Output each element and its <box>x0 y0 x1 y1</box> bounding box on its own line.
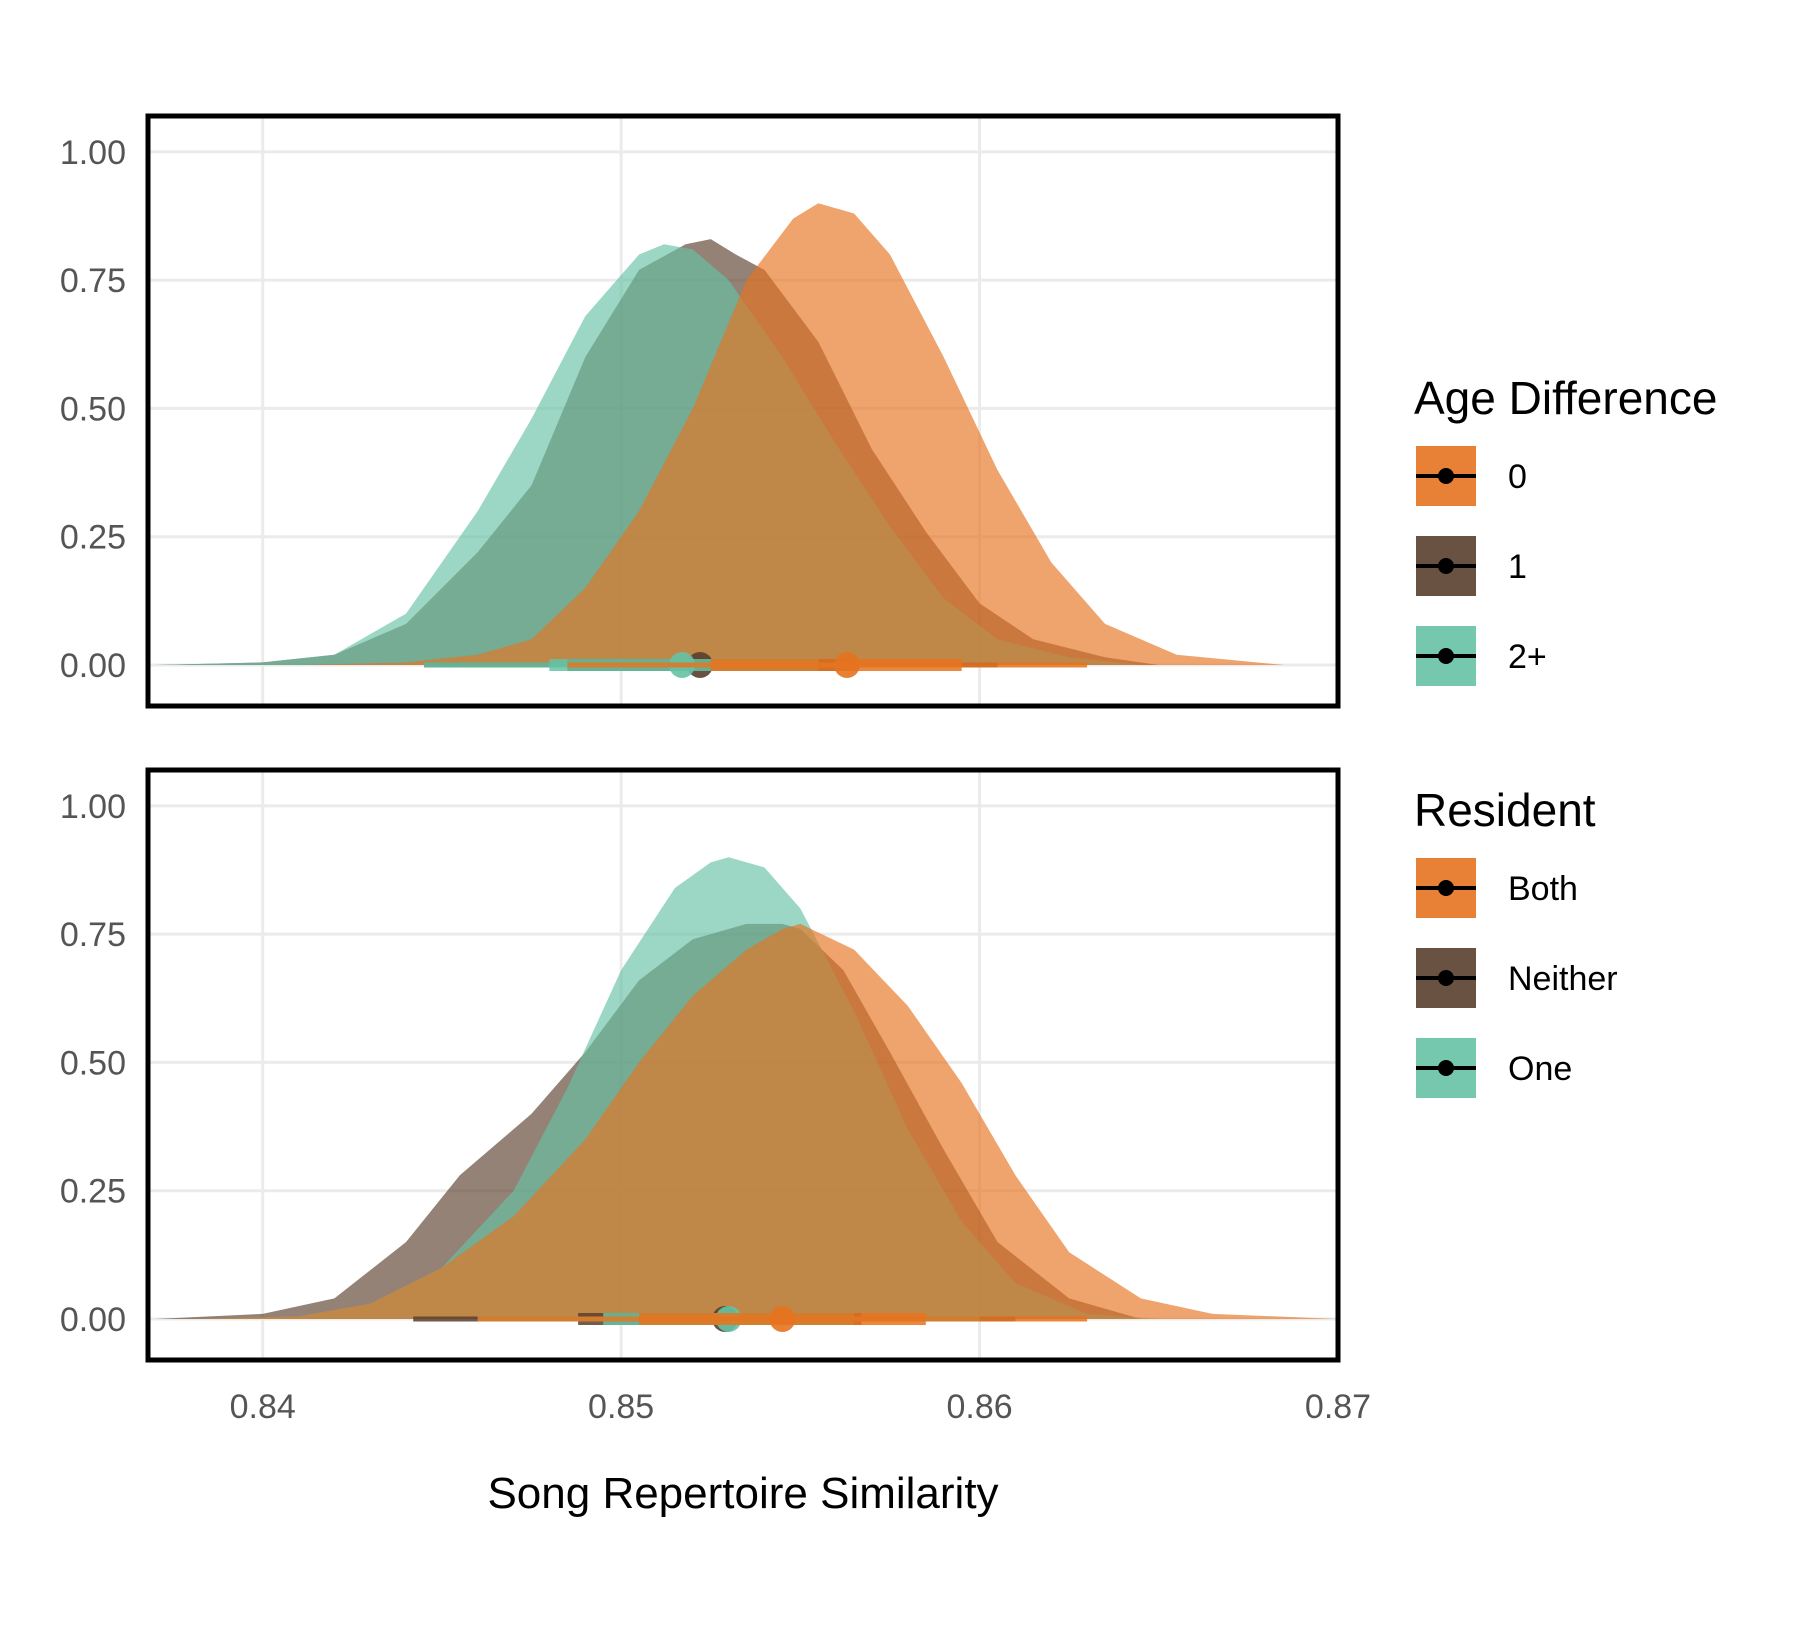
y-tick-label: 0.25 <box>60 1173 126 1211</box>
legend-age-difference: Age Difference 0 1 2+ <box>1414 372 1717 686</box>
x-axis-title: Song Repertoire Similarity <box>487 1469 998 1518</box>
x-tick-label: 0.87 <box>1305 1388 1371 1426</box>
legend-title: Age Difference <box>1414 372 1717 424</box>
y-tick-label: 0.75 <box>60 916 126 954</box>
y-tick-label: 0.75 <box>60 262 126 300</box>
legend-key-point-0 <box>1438 468 1454 484</box>
legend-key-point-neither <box>1438 970 1454 986</box>
legend-label-0: 0 <box>1508 458 1527 496</box>
mean-point-both <box>769 1305 796 1332</box>
legend-resident: Resident Both Neither One <box>1414 784 1618 1098</box>
panel-border <box>145 113 1341 709</box>
x-tick-label: 0.84 <box>230 1388 296 1426</box>
legend-label-neither: Neither <box>1508 960 1618 998</box>
y-tick-label: 0.25 <box>60 519 126 557</box>
density-area-0 <box>298 203 1285 665</box>
panel-border <box>145 767 1341 1363</box>
x-tick-label: 0.86 <box>946 1388 1012 1426</box>
legend-key-point-both <box>1438 880 1454 896</box>
y-tick-label: 1.00 <box>60 134 126 172</box>
legend-key-point-2- <box>1438 648 1454 664</box>
y-tick-label: 0.00 <box>60 647 126 685</box>
density-area-both <box>191 923 1338 1319</box>
legend-label-1: 1 <box>1508 548 1527 586</box>
panel-age-difference: 0.00 0.25 0.50 0.75 1.00 <box>60 113 1341 709</box>
legend-label-2-: 2+ <box>1508 638 1547 676</box>
x-tick-label: 0.85 <box>588 1388 654 1426</box>
legend-label-one: One <box>1508 1050 1572 1088</box>
legend-label-both: Both <box>1508 870 1578 908</box>
legend-key-point-one <box>1438 1060 1454 1076</box>
y-tick-label: 0.50 <box>60 390 126 428</box>
y-tick-label: 1.00 <box>60 788 126 826</box>
panel-resident: 0.00 0.25 0.50 0.75 1.00 <box>60 767 1341 1363</box>
legend-key-point-1 <box>1438 558 1454 574</box>
y-tick-label: 0.50 <box>60 1044 126 1082</box>
legend-title: Resident <box>1414 784 1596 836</box>
mean-point-0 <box>833 651 860 678</box>
y-tick-label: 0.00 <box>60 1301 126 1339</box>
